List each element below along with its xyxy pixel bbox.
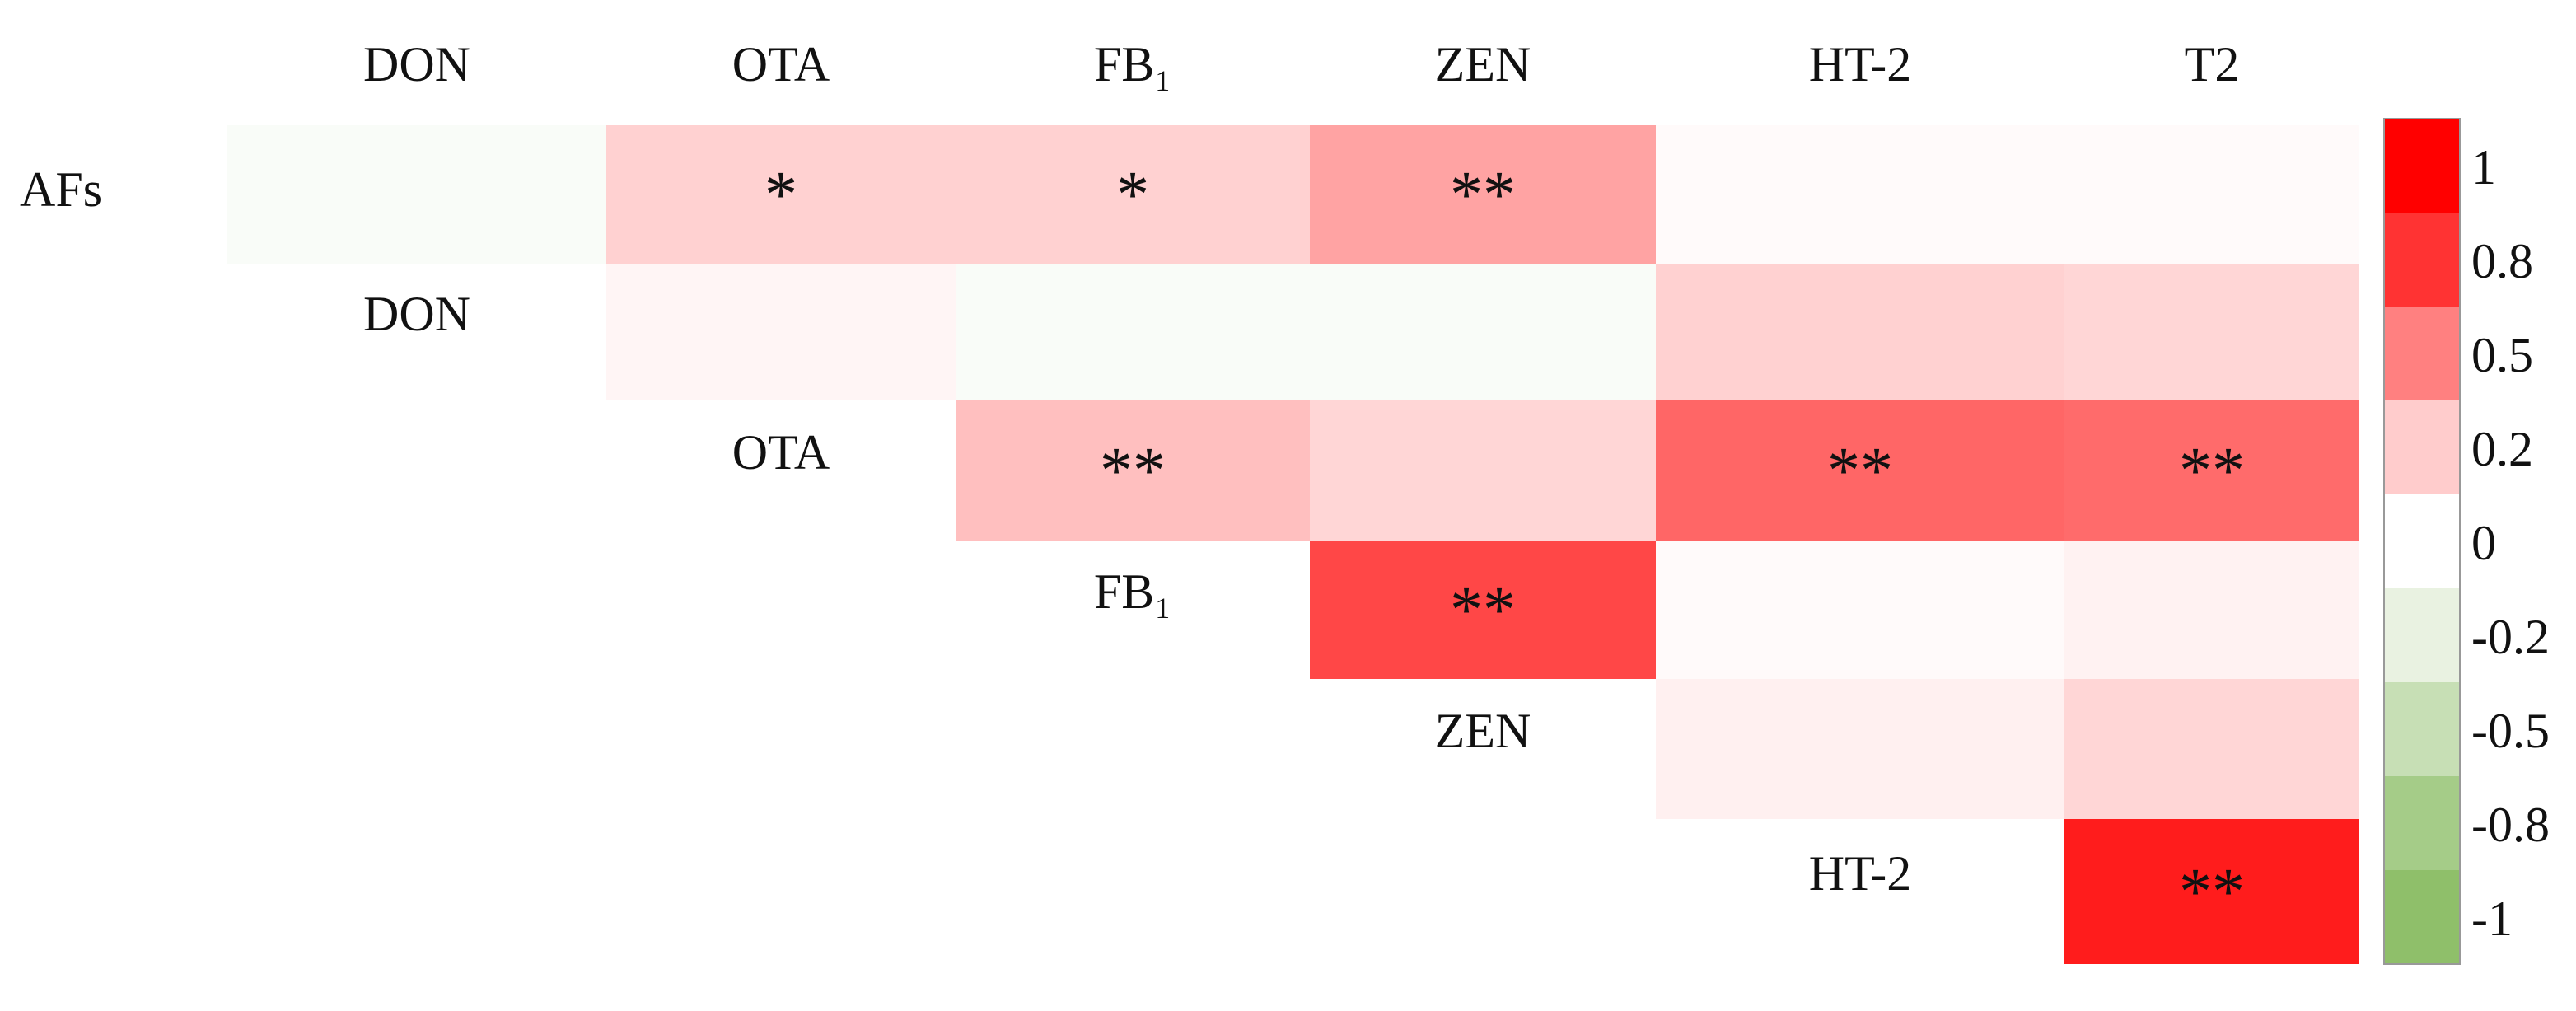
heatmap-cell	[1656, 125, 2064, 264]
heatmap-cell	[1656, 264, 2064, 400]
significance-mark: *	[1116, 158, 1149, 231]
heatmap-cell	[1656, 400, 2064, 541]
heatmap-cell	[1656, 541, 2064, 679]
column-label: FB₁	[1094, 37, 1171, 91]
colorbar-band	[2384, 494, 2460, 589]
colorbar-tick-label: 1	[2471, 140, 2496, 194]
colorbar-tick-label: 0	[2471, 516, 2496, 570]
significance-mark: **	[1100, 434, 1166, 507]
significance-mark: **	[2179, 434, 2245, 507]
colorbar-tick-label: 0.2	[2471, 422, 2533, 476]
heatmap-cell	[1656, 679, 2064, 819]
heatmap-cell	[956, 400, 1310, 541]
colorbar-tick-label: -1	[2471, 892, 2513, 946]
colorbar-band	[2384, 870, 2460, 965]
colorbar-band	[2384, 776, 2460, 871]
colorbar-tick-label: -0.5	[2471, 704, 2550, 758]
colorbar-band	[2384, 307, 2460, 401]
heatmap-cell	[1310, 264, 1656, 400]
significance-mark: **	[1450, 158, 1516, 231]
heatmap-cell	[2064, 400, 2359, 541]
significance-mark: **	[2179, 855, 2245, 928]
colorbar-tick-label: 0.5	[2471, 328, 2533, 382]
heatmap-cell	[606, 264, 956, 400]
colorbar-frame	[2383, 118, 2461, 965]
column-label: HT-2	[1809, 37, 1911, 91]
colorbar-band	[2384, 119, 2460, 213]
colorbar-band	[2384, 588, 2460, 683]
colorbar-band	[2384, 400, 2460, 495]
row-label: FB₁	[1094, 564, 1171, 619]
heatmap-cell	[1310, 125, 1656, 264]
heatmap-cell	[2064, 541, 2359, 679]
significance-mark: *	[764, 158, 797, 231]
column-label: DON	[363, 37, 470, 91]
heatmap-cell	[1310, 400, 1656, 541]
colorbar-tick-label: 0.8	[2471, 234, 2533, 288]
colorbar-band	[2384, 213, 2460, 307]
row-label: ZEN	[1435, 704, 1531, 758]
heatmap-cell	[1310, 541, 1656, 679]
row-label: HT-2	[1809, 846, 1911, 901]
row-label: OTA	[732, 425, 830, 480]
heatmap-cell	[2064, 264, 2359, 400]
heatmap-cell	[606, 125, 956, 264]
heatmap-cell	[2064, 819, 2359, 964]
colorbar-tick-label: -0.8	[2471, 798, 2550, 852]
column-label: T2	[2185, 37, 2240, 91]
column-label: ZEN	[1435, 37, 1531, 91]
heatmap-cell	[956, 264, 1310, 400]
heatmap-cell	[227, 125, 606, 264]
row-label: DON	[363, 287, 470, 341]
colorbar-band	[2384, 682, 2460, 777]
significance-mark: **	[1450, 573, 1516, 646]
heatmap-cell	[956, 125, 1310, 264]
heatmap-cell	[2064, 679, 2359, 819]
column-label: OTA	[732, 37, 830, 91]
significance-mark: **	[1827, 434, 1893, 507]
heatmap-cell	[2064, 125, 2359, 264]
row-label: AFs	[20, 162, 102, 217]
colorbar-tick-label: -0.2	[2471, 610, 2550, 664]
